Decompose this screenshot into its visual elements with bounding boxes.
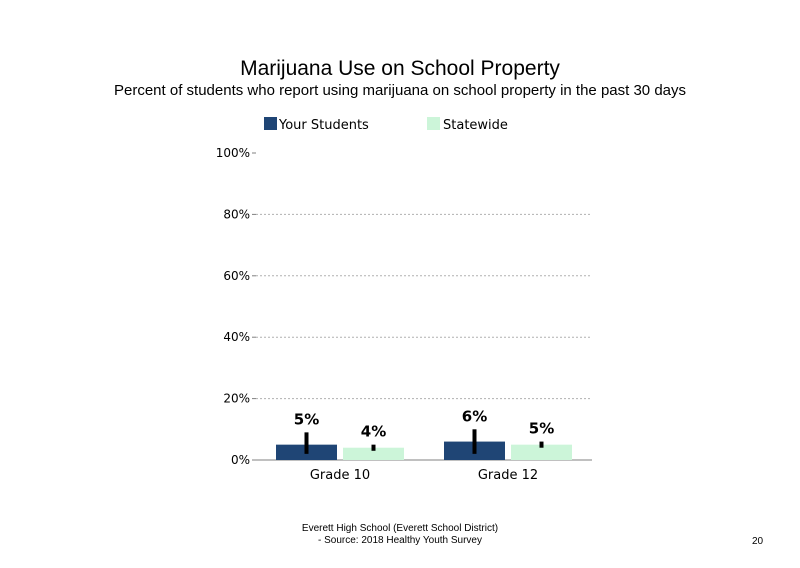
chart-title: Marijuana Use on School Property — [240, 57, 560, 80]
page-number: 20 — [752, 536, 764, 547]
y-tick-label: 0% — [231, 453, 250, 467]
footer-source: - Source: 2018 Healthy Youth Survey — [318, 535, 482, 546]
legend-label: Statewide — [443, 118, 508, 133]
legend-label: Your Students — [278, 118, 369, 133]
data-label: 5% — [294, 410, 319, 428]
x-tick-label: Grade 12 — [478, 468, 538, 483]
footer-school: Everett High School (Everett School Dist… — [301, 523, 499, 534]
data-label: 4% — [361, 423, 386, 441]
data-label: 6% — [462, 407, 487, 425]
bar — [511, 444, 572, 460]
y-tick-label: 60% — [223, 269, 250, 283]
data-label: 5% — [529, 420, 554, 438]
y-tick-label: 100% — [216, 146, 250, 160]
y-tick-label: 20% — [223, 392, 250, 406]
x-tick-label: Grade 10 — [310, 468, 370, 483]
y-tick-label: 80% — [223, 207, 250, 221]
y-tick-label: 40% — [223, 330, 250, 344]
footer: Everett High School (Everett School Dist… — [230, 523, 570, 547]
legend-swatch — [264, 117, 277, 130]
bar — [343, 447, 404, 460]
chart-subtitle: Percent of students who report using mar… — [114, 82, 686, 99]
legend-swatch — [427, 117, 440, 130]
